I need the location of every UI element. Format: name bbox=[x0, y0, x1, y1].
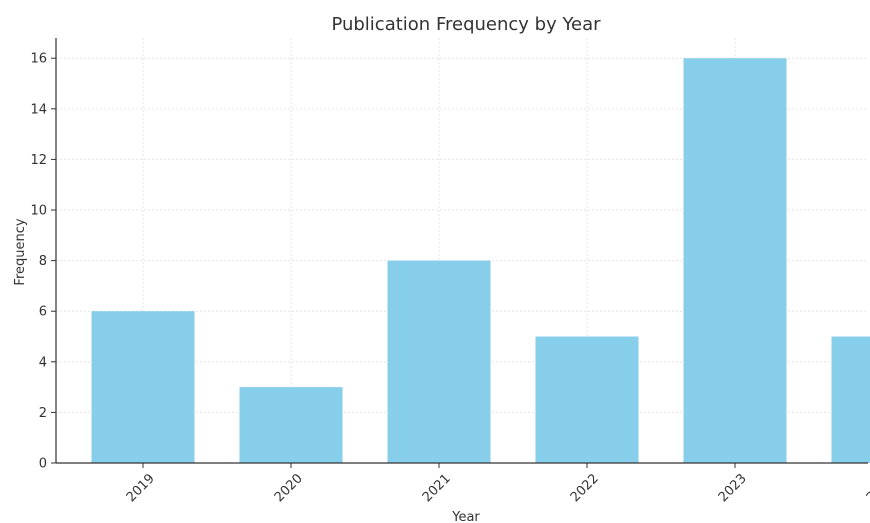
y-tick-label: 10 bbox=[30, 204, 47, 219]
bar-2024 bbox=[831, 336, 870, 463]
x-tick-label: 2019 bbox=[124, 471, 158, 505]
x-ticks: 2019 2020 2021 2022 2023 2024 bbox=[124, 463, 870, 505]
y-tick-label: 4 bbox=[39, 355, 47, 370]
y-ticks: 0 2 4 6 8 10 12 14 16 bbox=[30, 52, 56, 472]
x-axis-label: Year bbox=[451, 510, 480, 523]
x-tick-label: 2023 bbox=[716, 471, 750, 505]
chart-title: Publication Frequency by Year bbox=[331, 14, 601, 35]
bar-2023 bbox=[683, 58, 787, 463]
x-tick-label: 2020 bbox=[272, 471, 306, 505]
bars bbox=[91, 58, 870, 463]
x-tick-label: 2024 bbox=[864, 471, 870, 505]
x-tick-label: 2021 bbox=[420, 471, 454, 505]
y-tick-label: 12 bbox=[30, 153, 47, 168]
y-tick-label: 0 bbox=[39, 457, 47, 472]
x-tick-label: 2022 bbox=[568, 471, 602, 505]
y-axis-label: Frequency bbox=[13, 218, 28, 285]
bar-2022 bbox=[535, 336, 639, 463]
bar-2019 bbox=[91, 311, 195, 463]
y-tick-label: 8 bbox=[39, 254, 47, 269]
y-tick-label: 14 bbox=[30, 102, 47, 117]
bar-2021 bbox=[387, 260, 491, 463]
y-tick-label: 2 bbox=[39, 406, 47, 421]
y-tick-label: 6 bbox=[39, 305, 47, 320]
y-tick-label: 16 bbox=[30, 52, 47, 67]
bar-2020 bbox=[239, 387, 343, 463]
